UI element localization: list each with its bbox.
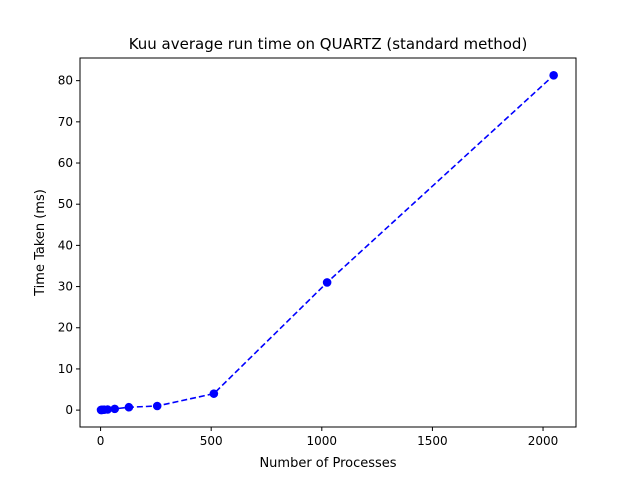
x-tick-label: 2000 [528,434,559,448]
data-point [124,402,134,412]
x-tick-label: 1000 [307,434,338,448]
y-tick-label: 40 [58,238,73,252]
data-point [549,70,558,80]
y-tick-label: 10 [58,362,73,376]
x-axis-ticks: 0 500 1000 1500 2000 [97,427,559,448]
y-tick-label: 80 [58,74,73,88]
x-tick-label: 1500 [417,434,448,448]
data-point [322,278,332,287]
y-axis-label: Time Taken (ms) [33,189,48,297]
y-tick-label: 50 [58,197,73,211]
y-tick-label: 60 [58,156,73,170]
x-tick-label: 0 [97,434,105,448]
data-point [103,405,112,414]
data-point [209,389,219,398]
y-tick-label: 70 [58,115,73,129]
y-tick-label: 30 [58,280,73,294]
y-tick-label: 0 [65,403,73,417]
chart-title: Kuu average run time on QUARTZ (standard… [129,35,528,53]
y-tick-label: 20 [58,321,73,335]
data-point [152,401,162,411]
y-axis-ticks: 0 10 20 30 40 50 60 70 80 [58,74,80,417]
data-point [110,404,120,414]
x-tick-label: 500 [200,434,223,448]
plot-area-frame [79,57,577,428]
x-axis-label: Number of Processes [259,456,396,471]
series-layer [96,70,558,415]
